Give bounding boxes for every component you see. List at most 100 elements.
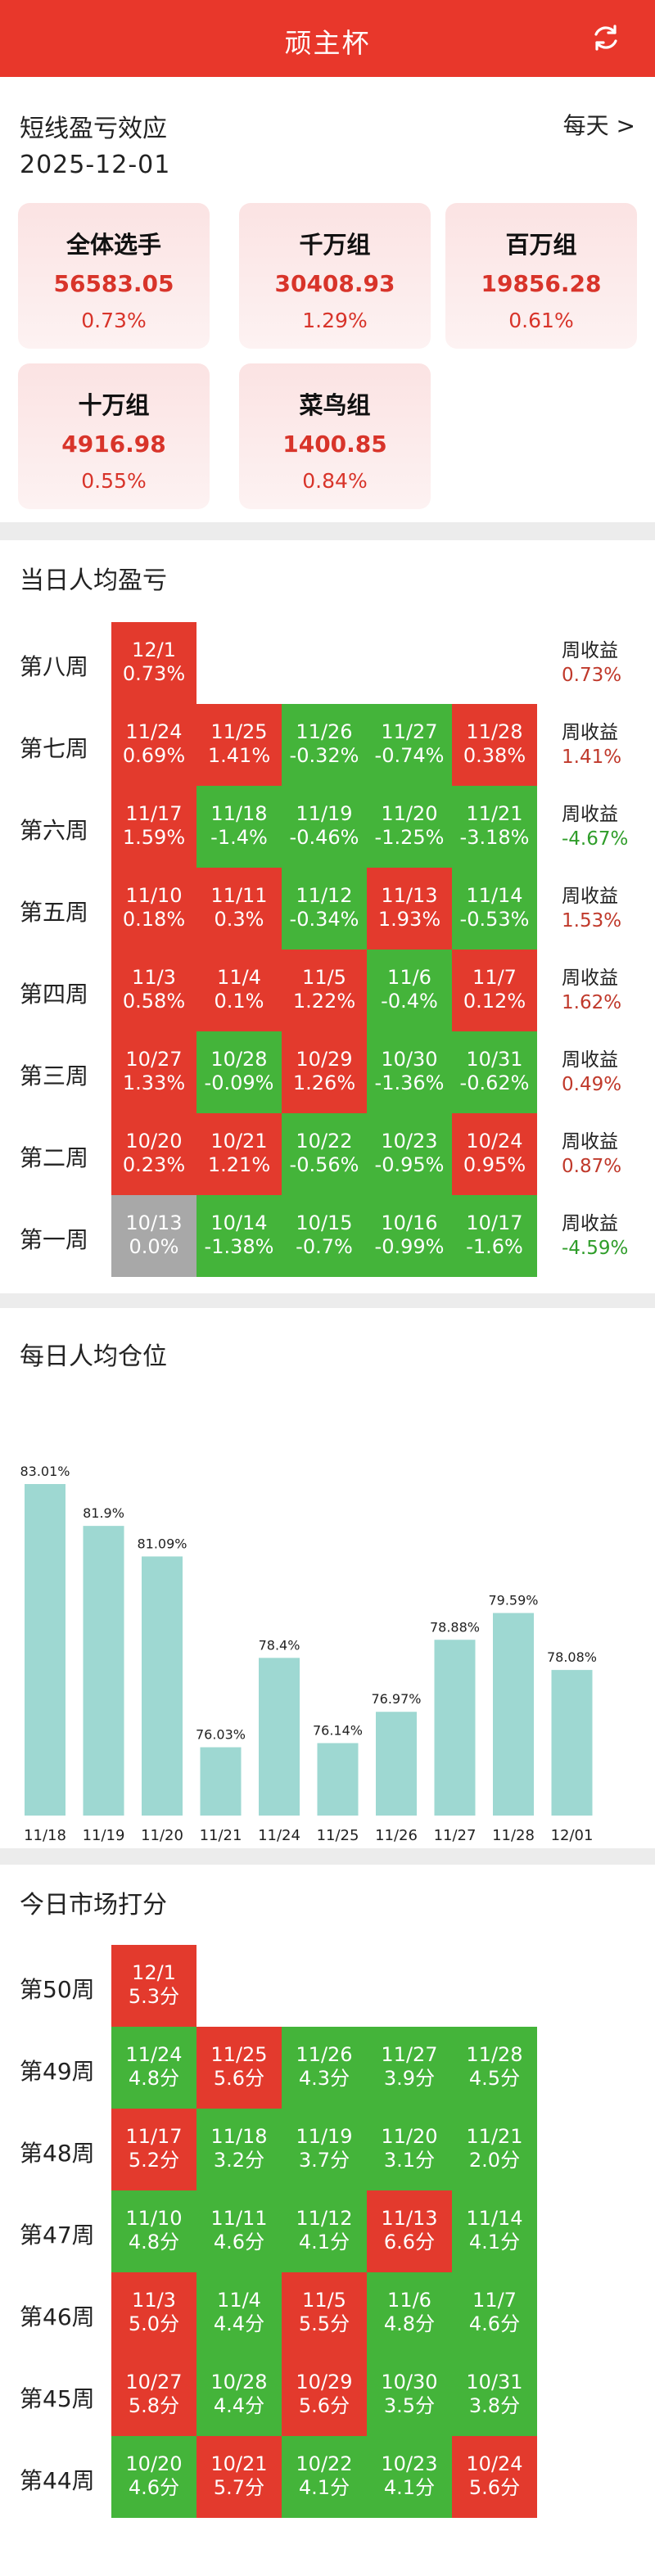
day-cell[interactable]: 11/20 3.1分 [367,2109,452,2190]
day-cell[interactable]: 10/30 3.5分 [367,2354,452,2436]
day-cell[interactable]: 11/19 3.7分 [282,2109,367,2190]
bar-11/27[interactable] [434,1640,476,1816]
day-cell[interactable]: 11/10 0.18% [111,868,196,950]
day-cell[interactable]: 11/24 4.8分 [111,2027,196,2109]
day-cell[interactable]: 11/27 -0.74% [367,704,452,786]
day-cell[interactable]: 11/17 1.59% [111,786,196,868]
day-cell[interactable]: 10/21 1.21% [196,1113,282,1195]
cell-value: 1.21% [207,1153,271,1176]
day-cell[interactable]: 10/27 5.8分 [111,2354,196,2436]
day-cell[interactable]: 10/30 -1.36% [367,1031,452,1113]
group-card-10m[interactable]: 千万组 30408.93 1.29% [239,203,431,349]
day-cell[interactable]: 10/21 5.7分 [196,2436,282,2518]
day-cell[interactable]: 11/18 -1.4% [196,786,282,868]
cell-date: 11/10 [125,884,183,907]
bar-11/21[interactable] [200,1747,242,1816]
bar-12/01[interactable] [551,1670,593,1816]
cell-value: 0.0% [129,1235,179,1258]
day-cell[interactable]: 11/4 0.1% [196,950,282,1031]
day-cell[interactable]: 11/21 2.0分 [452,2109,537,2190]
day-cell[interactable]: 11/14 -0.53% [452,868,537,950]
day-cell[interactable]: 11/24 0.69% [111,704,196,786]
weekly-return: 周收益 0.73% [562,638,621,688]
day-cell[interactable]: 11/3 5.0分 [111,2272,196,2354]
day-cell[interactable]: 12/1 0.73% [111,622,196,704]
day-cell[interactable]: 10/16 -0.99% [367,1195,452,1277]
day-cell[interactable]: 10/17 -1.6% [452,1195,537,1277]
group-card-100k[interactable]: 十万组 4916.98 0.55% [18,363,210,509]
day-cell[interactable]: 11/28 4.5分 [452,2027,537,2109]
day-cell[interactable]: 11/14 4.1分 [452,2190,537,2272]
group-card-rookie[interactable]: 菜鸟组 1400.85 0.84% [239,363,431,509]
day-cell[interactable]: 10/13 0.0% [111,1195,196,1277]
bar-11/20[interactable] [142,1556,183,1816]
day-cell[interactable]: 10/28 4.4分 [196,2354,282,2436]
day-cell[interactable]: 10/23 -0.95% [367,1113,452,1195]
bar-11/25[interactable] [317,1743,359,1816]
weekly-return-value: 0.49% [562,1074,622,1095]
group-card-all[interactable]: 全体选手 56583.05 0.73% [18,203,210,349]
bar-11/19[interactable] [83,1526,124,1816]
day-cell[interactable]: 11/11 4.6分 [196,2190,282,2272]
day-cell[interactable]: 10/29 5.6分 [282,2354,367,2436]
day-cell[interactable]: 11/7 0.12% [452,950,537,1031]
day-cell[interactable]: 10/24 5.6分 [452,2436,537,2518]
day-cell[interactable]: 11/13 6.6分 [367,2190,452,2272]
day-cell[interactable]: 11/12 -0.34% [282,868,367,950]
day-cell[interactable]: 10/23 4.1分 [367,2436,452,2518]
group-card-1m[interactable]: 百万组 19856.28 0.61% [445,203,637,349]
bar-11/18[interactable] [25,1484,66,1816]
day-cell[interactable]: 11/28 0.38% [452,704,537,786]
day-cell[interactable]: 11/17 5.2分 [111,2109,196,2190]
refresh-icon[interactable] [590,21,622,54]
week-label: 第八周 [20,653,89,680]
day-cell[interactable]: 10/31 3.8分 [452,2354,537,2436]
day-cell[interactable]: 11/4 4.4分 [196,2272,282,2354]
cell-value: 0.18% [122,908,186,931]
day-cell[interactable]: 11/18 3.2分 [196,2109,282,2190]
group-name: 千万组 [299,231,371,259]
day-cell[interactable]: 10/20 0.23% [111,1113,196,1195]
day-cell[interactable]: 11/19 -0.46% [282,786,367,868]
cell-date: 11/17 [125,2125,183,2148]
day-cell[interactable]: 11/13 1.93% [367,868,452,950]
day-cell[interactable]: 11/26 -0.32% [282,704,367,786]
day-cell[interactable]: 11/21 -3.18% [452,786,537,868]
day-cell[interactable]: 10/29 1.26% [282,1031,367,1113]
cell-date: 11/3 [132,966,176,989]
day-cell[interactable]: 11/5 1.22% [282,950,367,1031]
cell-value: 4.3分 [298,2067,350,2090]
bar-11/24[interactable] [259,1658,300,1816]
day-cell[interactable]: 10/27 1.33% [111,1031,196,1113]
day-cell[interactable]: 10/31 -0.62% [452,1031,537,1113]
day-cell[interactable]: 10/14 -1.38% [196,1195,282,1277]
day-cell[interactable]: 10/20 4.6分 [111,2436,196,2518]
x-tick-label: 11/18 [24,1827,66,1844]
day-cell[interactable]: 11/10 4.8分 [111,2190,196,2272]
day-cell[interactable]: 10/22 -0.56% [282,1113,367,1195]
day-cell[interactable]: 11/6 -0.4% [367,950,452,1031]
day-cell[interactable]: 11/20 -1.25% [367,786,452,868]
day-cell[interactable]: 10/22 4.1分 [282,2436,367,2518]
bar-11/28[interactable] [493,1613,534,1816]
day-cell[interactable]: 12/1 5.3分 [111,1945,196,2027]
cell-date: 11/21 [466,2125,523,2148]
day-cell[interactable]: 11/27 3.9分 [367,2027,452,2109]
day-cell[interactable]: 10/28 -0.09% [196,1031,282,1113]
cell-date: 10/23 [381,1130,438,1153]
group-pct: 0.55% [81,469,147,493]
day-cell[interactable]: 11/25 5.6分 [196,2027,282,2109]
day-cell[interactable]: 11/7 4.6分 [452,2272,537,2354]
day-cell[interactable]: 11/11 0.3% [196,868,282,950]
day-cell[interactable]: 11/12 4.1分 [282,2190,367,2272]
section-title: 今日市场打分 [20,1891,167,1920]
day-cell[interactable]: 11/6 4.8分 [367,2272,452,2354]
frequency-selector[interactable]: 每天 > [562,112,635,139]
day-cell[interactable]: 10/24 0.95% [452,1113,537,1195]
day-cell[interactable]: 11/25 1.41% [196,704,282,786]
day-cell[interactable]: 10/15 -0.7% [282,1195,367,1277]
bar-11/26[interactable] [376,1712,417,1816]
day-cell[interactable]: 11/5 5.5分 [282,2272,367,2354]
day-cell[interactable]: 11/3 0.58% [111,950,196,1031]
day-cell[interactable]: 11/26 4.3分 [282,2027,367,2109]
